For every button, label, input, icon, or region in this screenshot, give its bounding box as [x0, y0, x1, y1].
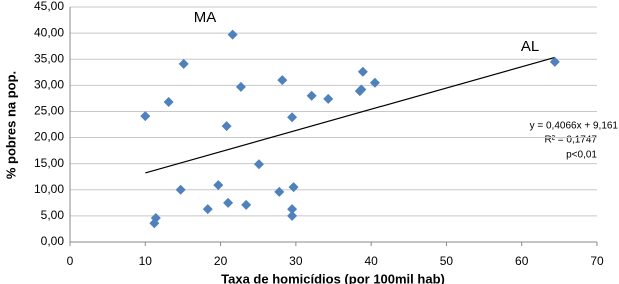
y-tick-label: 35,00: [34, 51, 64, 65]
x-tick-label: 20: [214, 254, 228, 268]
point: [213, 180, 224, 191]
point: [287, 210, 298, 221]
point: [149, 218, 160, 229]
x-tick-label: 10: [139, 254, 153, 268]
annotation: MA: [194, 9, 217, 26]
equation: y = 0,4066x + 9,161: [530, 121, 619, 132]
point: [306, 90, 317, 101]
y-tick-label: 30,00: [34, 78, 64, 92]
point: [369, 77, 380, 88]
x-tick-label: 50: [440, 254, 454, 268]
point: [357, 66, 368, 77]
point: [227, 29, 238, 40]
point: [221, 121, 232, 132]
point: [356, 84, 367, 95]
y-tick-label: 45,00: [34, 0, 64, 13]
point: [287, 204, 298, 215]
r-squared: R² = 0,1747: [544, 135, 597, 146]
x-tick-label: 70: [590, 254, 604, 268]
y-tick-label: 0,00: [41, 234, 65, 248]
x-tick-label: 60: [515, 254, 529, 268]
x-tick-label: 0: [67, 254, 74, 268]
point: [175, 184, 186, 195]
y-tick-label: 5,00: [41, 208, 65, 222]
y-tick-label: 10,00: [34, 182, 64, 196]
p-value: p<0,01: [566, 150, 597, 161]
point: [241, 199, 252, 210]
y-tick-label: 40,00: [34, 25, 64, 39]
trendline: [145, 56, 556, 174]
y-tick-label: 20,00: [34, 130, 64, 144]
point: [178, 58, 189, 69]
x-tick-label: 40: [364, 254, 378, 268]
point: [223, 197, 234, 208]
y-tick-label: 15,00: [34, 156, 64, 170]
point: [277, 75, 288, 86]
x-tick-label: 30: [289, 254, 303, 268]
point: [287, 112, 298, 123]
point: [253, 159, 264, 170]
y-tick-label: 25,00: [34, 104, 64, 118]
annotation: AL: [521, 38, 539, 55]
point: [288, 182, 299, 193]
point: [163, 97, 174, 108]
point: [274, 186, 285, 197]
point: [235, 81, 246, 92]
point: [549, 56, 560, 67]
x-axis-title: Taxa de homicídios (por 100mil hab): [221, 271, 445, 284]
point: [140, 111, 151, 122]
point: [323, 93, 334, 104]
point: [202, 204, 213, 215]
y-axis-title: % pobres na pop.: [3, 71, 18, 179]
